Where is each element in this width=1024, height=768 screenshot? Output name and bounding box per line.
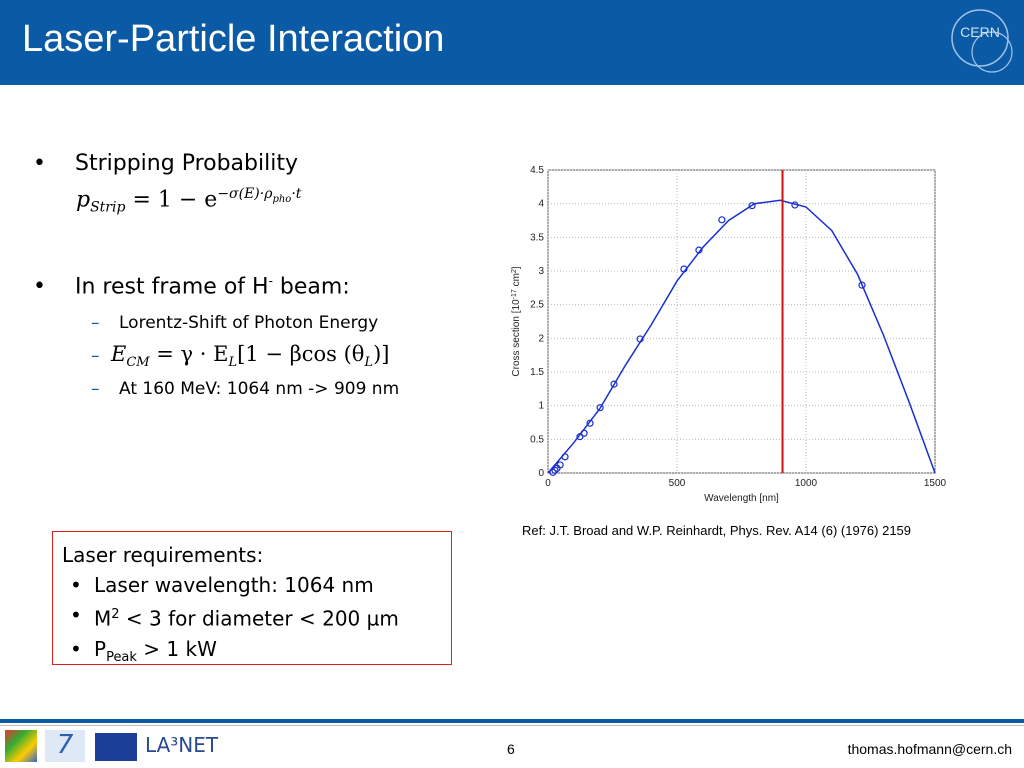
- data-point: [561, 453, 569, 461]
- y-tick-label: 0: [538, 468, 544, 479]
- f: −σ(E)·ρ: [217, 186, 273, 202]
- y-label-part: Cross section [10: [511, 299, 522, 377]
- bullet: • Stripping Probability: [33, 151, 298, 176]
- t: beam:: [272, 274, 350, 300]
- formula: pStrip = 1 − e−σ(E)·ρpho·t: [76, 186, 301, 216]
- data-point: [858, 281, 866, 289]
- y-tick-label: 1.5: [530, 367, 544, 378]
- t: -: [268, 274, 273, 288]
- x-tick-label: 0: [545, 478, 551, 489]
- f: L: [364, 355, 374, 371]
- data-point: [680, 265, 688, 273]
- f: L: [228, 355, 238, 371]
- logo: [5, 730, 37, 762]
- y-tick-label: 3: [538, 266, 544, 277]
- logo: [95, 733, 137, 761]
- y-tick-label: 0.5: [530, 434, 544, 445]
- header-bar: [0, 0, 1024, 85]
- t: In rest frame of H: [75, 274, 269, 300]
- sub-bullet: – Lorentz-Shift of Photon Energy: [91, 313, 379, 333]
- data-point: [549, 468, 557, 476]
- cern-logo: CERN: [951, 9, 1013, 73]
- footer-line: [0, 725, 1024, 726]
- f: = 1 − e: [132, 187, 218, 213]
- y-tick-label: 4.5: [530, 165, 544, 176]
- y-label-part: 2: [511, 269, 518, 273]
- data-point: [791, 201, 799, 209]
- x-tick-label: 1500: [924, 478, 947, 489]
- box-item: • M2 < 3 for diameter < 200 µm: [70, 603, 399, 631]
- data-point: [610, 380, 618, 388]
- sub-bullet: – At 160 MeV: 1064 nm -> 909 nm: [91, 379, 400, 399]
- slide-title: Laser-Particle Interaction: [22, 18, 445, 60]
- f: ·t: [291, 186, 302, 202]
- y-tick-label: 2.5: [530, 300, 544, 311]
- logo: LA³NET: [145, 733, 219, 757]
- data-point: [636, 335, 644, 343]
- f: pho: [272, 193, 292, 205]
- email: thomas.hofmann@cern.ch: [847, 741, 1012, 757]
- y-tick-label: 4: [538, 199, 544, 210]
- data-point: [586, 419, 594, 427]
- bullet-text: Stripping Probability: [75, 151, 298, 176]
- data-point: [551, 466, 559, 474]
- t: M: [94, 606, 112, 631]
- t: P: [94, 636, 107, 661]
- y-tick-label: 1: [538, 401, 544, 412]
- data-point: [718, 216, 726, 224]
- t: > 1 kW: [136, 636, 217, 661]
- y-tick-label: 3.5: [530, 232, 544, 243]
- f: E: [111, 342, 127, 366]
- box-heading: Laser requirements:: [62, 543, 264, 567]
- t: < 3 for diameter < 200 µm: [119, 606, 399, 631]
- box-item: • Laser wavelength: 1064 nm: [70, 573, 374, 597]
- y-label-part: -17: [511, 289, 518, 299]
- t: Lorentz-Shift of Photon Energy: [119, 313, 379, 333]
- f: CM: [126, 355, 150, 371]
- plot-area: [547, 169, 936, 474]
- y-axis-label: Cross section [10-17 cm2]: [511, 266, 523, 376]
- y-tick-label: 2: [538, 333, 544, 344]
- requirements-box: Laser requirements: • Laser wavelength: 1…: [52, 531, 452, 665]
- f: = γ · E: [149, 342, 229, 366]
- page-number: 6: [507, 741, 515, 757]
- bullet: • In rest frame of H- beam:: [33, 274, 350, 300]
- box-item: • PPeak > 1 kW: [70, 636, 217, 665]
- f: )]: [373, 342, 390, 366]
- x-tick-label: 1000: [795, 478, 818, 489]
- t: Peak: [106, 649, 137, 665]
- data-point: [556, 461, 564, 469]
- f: p: [76, 187, 91, 213]
- t: Laser wavelength: 1064 nm: [94, 573, 374, 597]
- x-tick-label: 500: [669, 478, 686, 489]
- data-point: [580, 429, 588, 437]
- footer-line: [0, 719, 1024, 723]
- data-point: [695, 246, 703, 254]
- logo: 7: [45, 730, 85, 762]
- y-label-part: cm: [511, 273, 522, 289]
- sub-bullet: – ECM = γ · EL[1 − βcos (θL)]: [91, 342, 390, 371]
- y-label-part: ]: [511, 266, 522, 269]
- reference: Ref: J.T. Broad and W.P. Reinhardt, Phys…: [522, 523, 912, 538]
- t: 2: [111, 607, 120, 622]
- f: [1 − βcos (θ: [237, 342, 365, 366]
- f: Strip: [90, 199, 126, 216]
- data-point: [596, 404, 604, 412]
- t: At 160 MeV: 1064 nm -> 909 nm: [119, 379, 400, 399]
- x-axis-label: Wavelength [nm]: [704, 493, 779, 504]
- logo-text: CERN: [960, 24, 1000, 40]
- data-point: [748, 202, 756, 210]
